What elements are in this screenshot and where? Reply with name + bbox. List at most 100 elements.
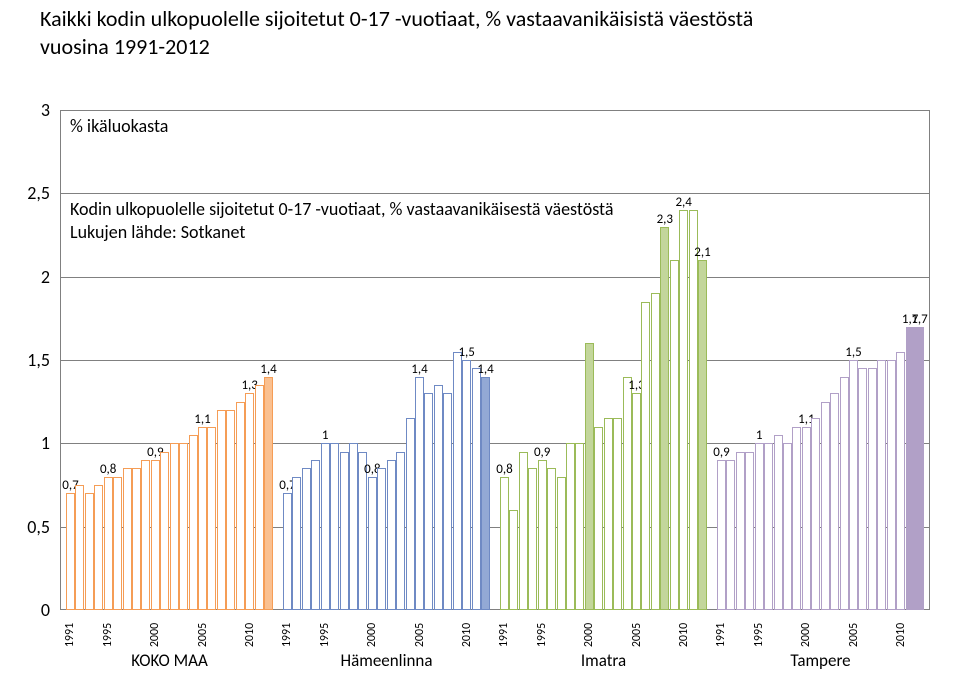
- x-tick: 2000: [365, 623, 379, 647]
- bar: [160, 452, 169, 610]
- bar: 1,3: [632, 393, 641, 610]
- y-axis-tick: 1,5: [27, 349, 50, 371]
- chart-area: 00,511,522,53 0,70,80,91,11,31,40,710,81…: [60, 110, 930, 610]
- bar: [745, 452, 754, 610]
- bar: 0,9: [538, 460, 547, 610]
- bar: [302, 468, 311, 610]
- x-tick: 2005: [630, 623, 644, 647]
- x-tick: 2000: [582, 623, 596, 647]
- bar: [292, 477, 301, 610]
- bar: 0,8: [500, 477, 509, 610]
- bar: [689, 210, 698, 610]
- bar: 0,7: [66, 493, 75, 610]
- bar: [887, 360, 896, 610]
- title-line2: vuosina 1991-2012: [40, 33, 210, 60]
- bar-value-label: 1: [756, 428, 763, 443]
- bar: [792, 427, 801, 610]
- bar-value-label: 0,9: [534, 445, 550, 460]
- bar: 1: [321, 443, 330, 610]
- bar: [509, 510, 518, 610]
- bar: [557, 477, 566, 610]
- bar: [566, 443, 575, 610]
- bar: 1,5: [849, 360, 858, 610]
- plot: 0,7 0,8 0,9 1,1 1,3 1,4 0,7 1 0,8 1,4 1,5 1,4 0,8 0,9…: [60, 110, 930, 610]
- bar: [75, 485, 84, 610]
- bar: 1,7: [906, 327, 915, 610]
- bar: [877, 360, 886, 610]
- bar: 1,4: [481, 377, 490, 610]
- subtitle: Kodin ulkopuolelle sijoitetut 0-17 -vuot…: [70, 198, 613, 245]
- bar: [604, 418, 613, 610]
- bar: [113, 477, 122, 610]
- y-axis-tick: 0: [41, 599, 50, 621]
- bar: [821, 402, 830, 610]
- x-tick: 2010: [677, 623, 691, 647]
- bar: [387, 460, 396, 610]
- bar-value-label: 1: [322, 428, 329, 443]
- bar: 0,7: [283, 493, 292, 610]
- bar: [443, 393, 452, 610]
- bar: 1,3: [245, 393, 254, 610]
- y-axis-tick: 2: [41, 266, 50, 288]
- bar: [726, 460, 735, 610]
- bar: [123, 468, 132, 610]
- bar: [255, 385, 264, 610]
- bar-value-label: 1,4: [260, 362, 276, 377]
- bar: [858, 368, 867, 610]
- bar: [207, 427, 216, 610]
- bar: [217, 410, 226, 610]
- bar: [594, 427, 603, 610]
- y-axis-tick: 2,5: [27, 182, 50, 204]
- bar-value-label: 2,4: [675, 195, 691, 210]
- bar: [764, 443, 773, 610]
- category-label: Hämeenlinna: [341, 650, 433, 671]
- bar: [236, 402, 245, 610]
- bar: 1,7: [915, 327, 924, 610]
- bar: 2,4: [679, 210, 688, 610]
- category-label: Tampere: [790, 650, 850, 671]
- subtitle-line2: Lukujen lähde: Sotkanet: [70, 221, 245, 243]
- bar: 2,3: [660, 227, 669, 610]
- bar: 0,8: [368, 477, 377, 610]
- bar: [519, 452, 528, 610]
- bar: [623, 377, 632, 610]
- bar-value-label: 1,5: [845, 345, 861, 360]
- x-tick: 1991: [63, 623, 77, 647]
- bar: [424, 393, 433, 610]
- x-tick: 2005: [847, 623, 861, 647]
- bar-value-label: 2,1: [694, 245, 710, 260]
- x-tick: 1995: [101, 623, 115, 647]
- x-tick: 2010: [460, 623, 474, 647]
- bar: [170, 443, 179, 610]
- bar: [340, 452, 349, 610]
- bar: [396, 452, 405, 610]
- bar: [226, 410, 235, 610]
- bar: 1,1: [198, 427, 207, 610]
- x-tick: 1991: [714, 623, 728, 647]
- bar: 1,4: [264, 377, 273, 610]
- x-tick: 2010: [894, 623, 908, 647]
- bar-value-label: 1,4: [411, 362, 427, 377]
- y-axis-tick: 1: [41, 432, 50, 454]
- page-title: Kaikki kodin ulkopuolelle sijoitetut 0-1…: [40, 5, 753, 60]
- bar: [575, 443, 584, 610]
- bar: 0,9: [151, 460, 160, 610]
- bar: [330, 443, 339, 610]
- y-axis-tick: 0,5: [27, 516, 50, 538]
- x-tick: 1995: [752, 623, 766, 647]
- bar: [85, 493, 94, 610]
- bar-value-label: 1,5: [458, 345, 474, 360]
- bar: [311, 460, 320, 610]
- bar: 0,8: [104, 477, 113, 610]
- bar: [132, 468, 141, 610]
- bar: [547, 468, 556, 610]
- bar-value-label: 0,8: [100, 462, 116, 477]
- x-tick: 1995: [318, 623, 332, 647]
- bar: [472, 368, 481, 610]
- bar-value-label: 0,9: [713, 445, 729, 460]
- bar: [811, 418, 820, 610]
- bar: [141, 460, 150, 610]
- bar: [868, 368, 877, 610]
- category-label: Imatra: [581, 650, 626, 671]
- bar: [377, 468, 386, 610]
